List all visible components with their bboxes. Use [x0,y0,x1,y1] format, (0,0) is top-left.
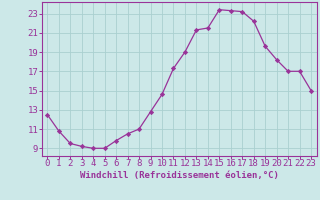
X-axis label: Windchill (Refroidissement éolien,°C): Windchill (Refroidissement éolien,°C) [80,171,279,180]
